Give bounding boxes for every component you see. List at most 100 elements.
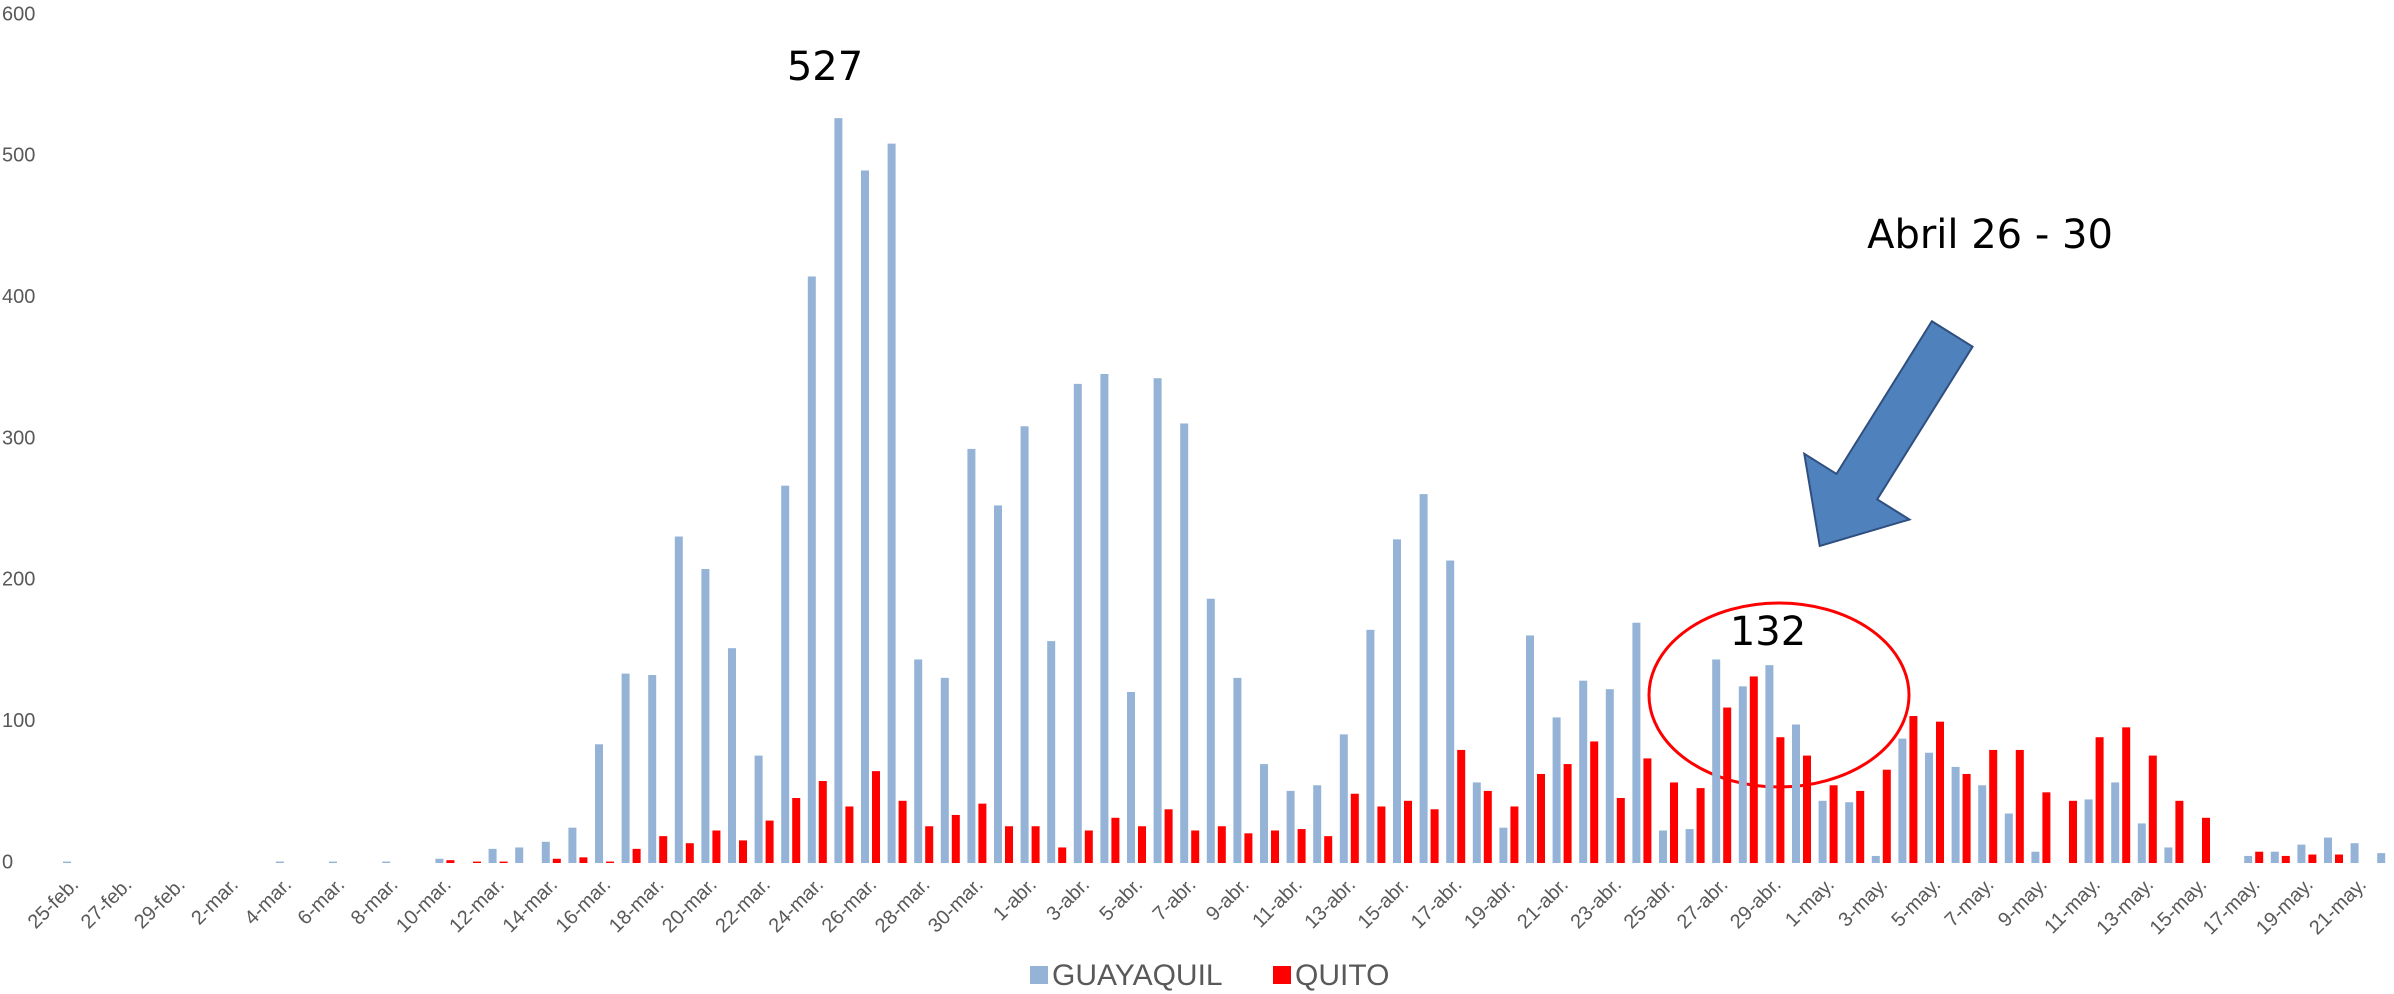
bar <box>1659 830 1667 863</box>
legend-swatch <box>1030 966 1048 984</box>
bar <box>1909 716 1917 863</box>
bar <box>1032 826 1040 863</box>
bar <box>899 801 907 863</box>
bar <box>1670 782 1678 863</box>
bar <box>648 675 656 863</box>
bar <box>329 862 337 863</box>
bar <box>1180 423 1188 863</box>
bar <box>2085 799 2093 863</box>
bar <box>808 276 816 863</box>
bar <box>435 859 443 863</box>
bar <box>1100 374 1108 863</box>
bar <box>579 857 587 863</box>
bar <box>1739 686 1747 863</box>
bar <box>1446 561 1454 863</box>
x-tick-label: 17-may. <box>2199 874 2265 940</box>
bar <box>925 826 933 863</box>
annotation: 527 <box>787 44 863 90</box>
x-tick-label: 13-may. <box>2092 874 2158 940</box>
bar <box>1989 750 1997 863</box>
bar <box>1952 767 1960 863</box>
x-tick-label: 25-feb. <box>24 874 84 934</box>
bar <box>1085 830 1093 863</box>
bar <box>633 849 641 863</box>
bar <box>994 505 1002 863</box>
x-tick-label: 18-mar. <box>605 874 669 938</box>
bar <box>1792 724 1800 863</box>
bar <box>1154 378 1162 863</box>
bar <box>1260 764 1268 863</box>
bar <box>446 860 454 863</box>
bar <box>1313 785 1321 863</box>
x-tick-label: 24-mar. <box>765 874 829 938</box>
x-tick-label: 13-abr. <box>1300 874 1360 934</box>
bar <box>1963 774 1971 863</box>
annotation: 132 <box>1730 609 1806 655</box>
bar <box>2096 737 2104 863</box>
x-tick-label: 15-abr. <box>1354 874 1414 934</box>
bar <box>500 862 508 863</box>
y-tick-label: 400 <box>2 286 35 308</box>
bar <box>1165 809 1173 863</box>
bar <box>1553 717 1561 863</box>
bar <box>2351 843 2359 863</box>
bar <box>1510 806 1518 863</box>
bar <box>542 842 550 863</box>
bar <box>1404 801 1412 863</box>
bar <box>1830 785 1838 863</box>
bar <box>1127 692 1135 863</box>
bar <box>1111 818 1119 863</box>
x-tick-label: 1-may. <box>1781 874 1839 932</box>
bar <box>1473 782 1481 863</box>
bar <box>1457 750 1465 863</box>
bar <box>1298 829 1306 863</box>
x-tick-label: 20-mar. <box>658 874 722 938</box>
x-tick-label: 23-abr. <box>1566 874 1626 934</box>
bar <box>1643 758 1651 863</box>
x-tick-label: 5-may. <box>1888 874 1946 932</box>
bar <box>553 859 561 863</box>
bar <box>1366 630 1374 863</box>
x-tick-label: 3-may. <box>1834 874 1892 932</box>
x-tick-label: 9-abr. <box>1202 874 1254 926</box>
bar <box>1058 847 1066 863</box>
bar <box>1233 678 1241 863</box>
bar <box>1047 641 1055 863</box>
bar <box>1005 826 1013 863</box>
bar <box>819 781 827 863</box>
bar <box>1883 770 1891 863</box>
y-tick-label: 600 <box>2 3 35 25</box>
bar <box>595 744 603 863</box>
bar <box>1936 722 1944 863</box>
bar <box>1845 802 1853 863</box>
x-tick-label: 21-may. <box>2305 874 2371 940</box>
bar <box>2149 756 2157 863</box>
bar <box>1686 829 1694 863</box>
bar <box>686 843 694 863</box>
bar <box>1697 788 1705 863</box>
bar <box>781 486 789 863</box>
bar <box>2271 852 2279 863</box>
bar <box>1324 836 1332 863</box>
x-tick-label: 29-feb. <box>130 874 190 934</box>
bar <box>63 862 71 863</box>
bar <box>1138 826 1146 863</box>
bar <box>1287 791 1295 863</box>
bar <box>1377 806 1385 863</box>
bar <box>861 170 869 863</box>
bar <box>2122 727 2130 863</box>
x-tick-label: 6-mar. <box>294 874 350 930</box>
x-tick-label: 19-may. <box>2252 874 2318 940</box>
bar <box>675 537 683 863</box>
bar <box>2031 852 2039 863</box>
x-tick-label: 7-may. <box>1941 874 1999 932</box>
bar <box>2324 838 2332 863</box>
bar <box>1765 665 1773 863</box>
bar <box>2255 852 2263 863</box>
bar <box>489 849 497 863</box>
bar <box>888 144 896 863</box>
bar <box>1723 708 1731 863</box>
bar <box>1484 791 1492 863</box>
y-tick-label: 100 <box>2 710 35 732</box>
bar <box>728 648 736 863</box>
